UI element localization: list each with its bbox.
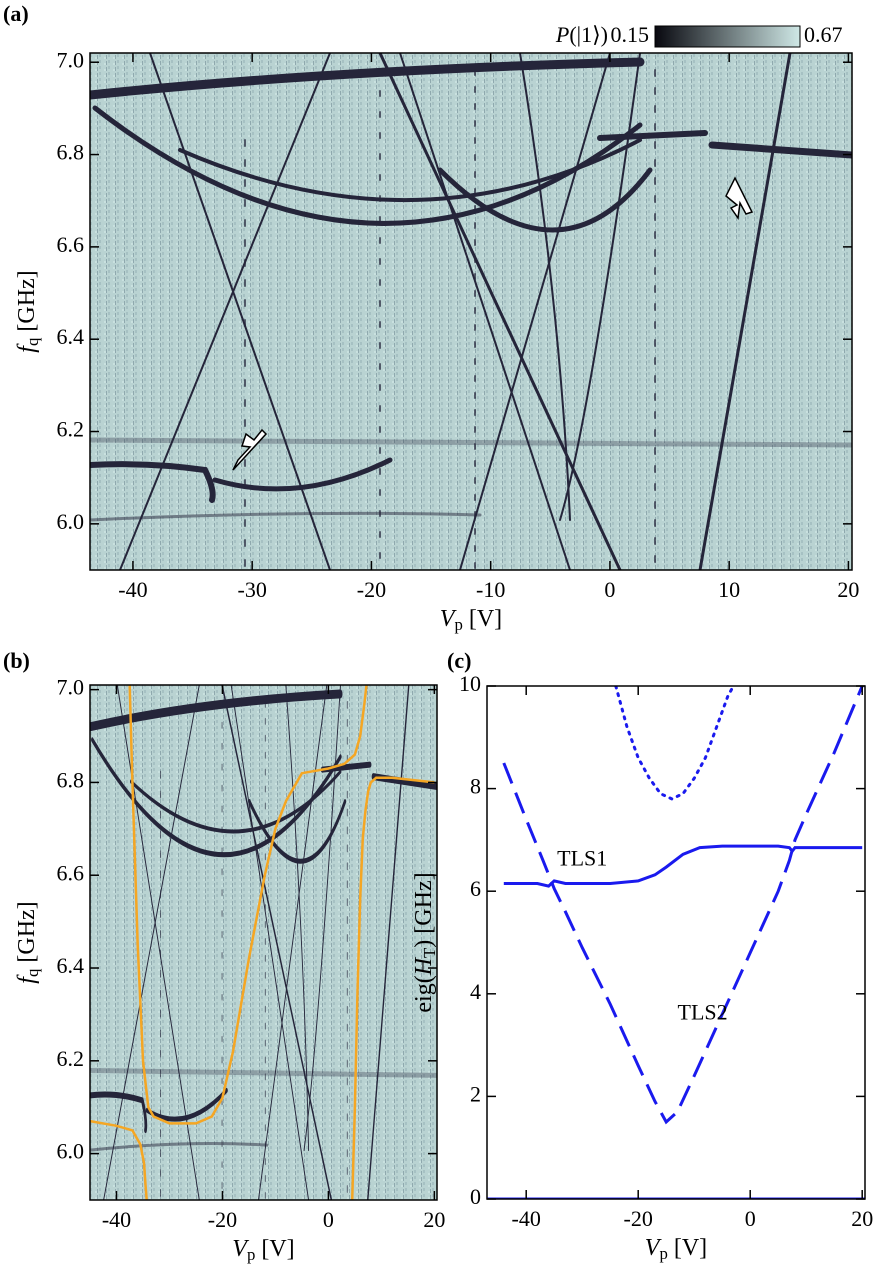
label-part: f <box>14 974 40 984</box>
label-part: P <box>555 22 569 47</box>
label-part: q <box>23 337 42 346</box>
colorbar-tick-label: 0.15 <box>611 22 650 47</box>
y-tick-label: 7.0 <box>57 47 85 72</box>
x-tick-label: -40 <box>118 577 147 602</box>
y-tick-label: 6 <box>470 876 481 901</box>
x-tick-label: -20 <box>624 1206 653 1231</box>
y-tick-label: 6.8 <box>57 767 85 792</box>
label-part: (|1⟩) <box>569 22 608 47</box>
colorbar-tick-label: 0.67 <box>804 22 843 47</box>
y-tick-label: 7.0 <box>57 675 85 700</box>
annotation: TLS2 <box>678 999 728 1024</box>
x-tick-label: 0 <box>323 1207 334 1232</box>
y-tick-label: 6.4 <box>57 953 85 978</box>
axis-label: P(|1⟩) <box>555 22 608 47</box>
arrow <box>232 428 268 471</box>
axis-label: eig(HT) [GHz] <box>411 872 439 1012</box>
series-line <box>614 686 735 801</box>
colorbar <box>654 25 801 48</box>
label-part: V <box>645 1235 662 1261</box>
label-part: q <box>23 968 42 977</box>
x-tick-label: 0 <box>745 1206 756 1231</box>
spectroscopy-features <box>90 53 852 570</box>
plot-frame <box>89 52 853 571</box>
x-tick-label: -40 <box>512 1206 541 1231</box>
x-tick-label: 10 <box>718 577 740 602</box>
label-part: f <box>14 343 40 353</box>
label-part: V <box>232 1236 249 1262</box>
axis-label: fq [GHz] <box>14 270 42 352</box>
y-tick-label: 4 <box>470 979 481 1004</box>
label-part: T <box>420 948 439 958</box>
x-tick-label: -10 <box>476 577 505 602</box>
series-line <box>503 844 863 888</box>
axis-label: Vp [V] <box>645 1235 707 1263</box>
y-tick-label: 6.4 <box>57 324 85 349</box>
x-tick-label: -20 <box>357 577 386 602</box>
y-tick-label: 10 <box>459 671 481 696</box>
label-part: [V] <box>463 606 502 632</box>
label-part: ) [GHz] <box>411 872 437 947</box>
panel-label: (c) <box>447 648 471 673</box>
y-tick-label: 6.6 <box>57 860 85 885</box>
series-line <box>128 685 368 1125</box>
x-tick-label: 0 <box>604 577 615 602</box>
label-part: H <box>411 956 437 976</box>
annotation: TLS1 <box>557 845 607 870</box>
y-tick-label: 6.2 <box>57 417 85 442</box>
axis-label: Vp [V] <box>232 1236 294 1264</box>
y-tick-label: 8 <box>470 774 481 799</box>
label-part: [GHz] <box>14 901 40 968</box>
panel-label: (b) <box>3 648 30 673</box>
label-part: p <box>454 615 462 634</box>
heatmap-background <box>90 685 437 1200</box>
arrow <box>725 176 754 221</box>
label-part: eig( <box>411 975 437 1012</box>
plot-frame <box>486 685 866 1200</box>
plot-area <box>90 685 435 1200</box>
label-part: [GHz] <box>14 270 40 337</box>
panel-label: (a) <box>3 1 29 26</box>
label-part: V <box>440 606 457 632</box>
plot-frame <box>89 684 438 1201</box>
plot-area <box>487 686 865 1199</box>
axis-label: fq [GHz] <box>14 901 42 983</box>
label-part: p <box>659 1244 667 1263</box>
label-part: p <box>247 1245 255 1264</box>
y-tick-label: 6.0 <box>57 1139 85 1164</box>
y-tick-label: 2 <box>470 1081 481 1106</box>
x-tick-label: 20 <box>423 1207 445 1232</box>
x-tick-label: -40 <box>102 1207 131 1232</box>
y-tick-label: 6.8 <box>57 140 85 165</box>
series-line <box>502 686 864 1125</box>
label-part: [V] <box>668 1235 707 1261</box>
series-line <box>90 1119 148 1200</box>
x-tick-label: 20 <box>837 577 859 602</box>
y-tick-label: 0 <box>470 1184 481 1209</box>
heatmap-background <box>90 53 852 570</box>
x-tick-label: -30 <box>238 577 267 602</box>
y-tick-label: 6.0 <box>57 509 85 534</box>
label-part: [V] <box>255 1236 294 1262</box>
x-tick-label: -20 <box>208 1207 237 1232</box>
axis-label: Vp [V] <box>440 606 502 634</box>
y-tick-label: 6.2 <box>57 1046 85 1071</box>
series-line <box>350 776 435 1200</box>
y-tick-label: 6.6 <box>57 232 85 257</box>
x-tick-label: 20 <box>851 1206 873 1231</box>
